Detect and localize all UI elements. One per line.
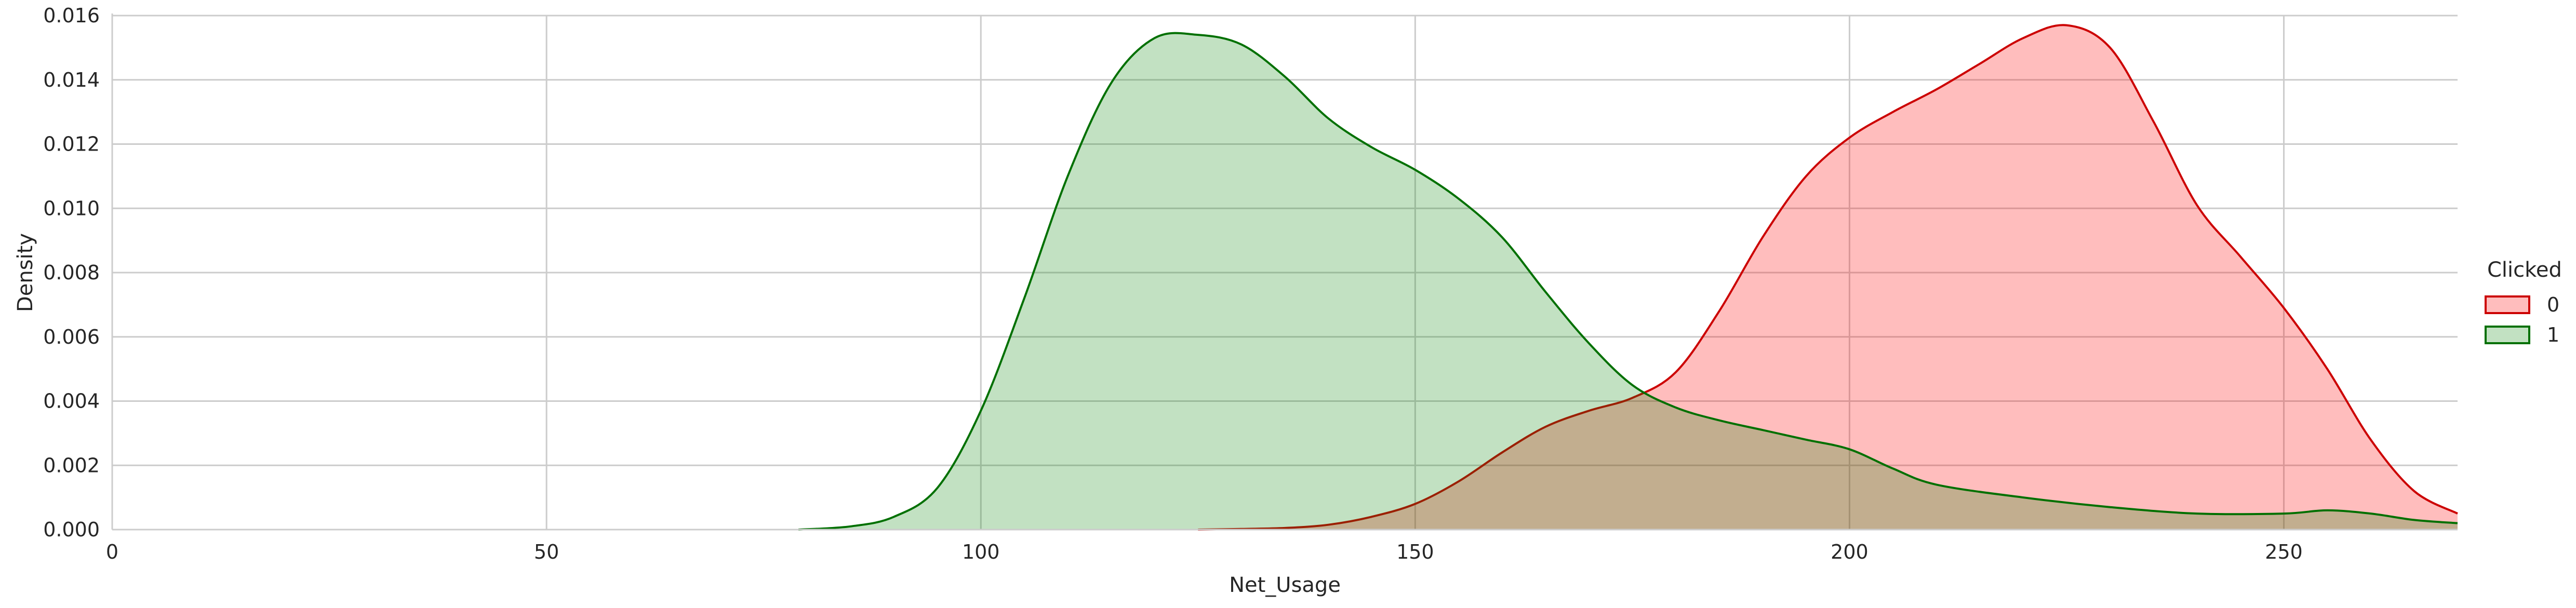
y-tick-label: 0.000	[43, 518, 100, 541]
density-area-clicked-1	[798, 33, 2458, 530]
series-layer	[798, 24, 2458, 531]
y-tick-label: 0.002	[43, 454, 100, 477]
x-axis-title: Net_Usage	[1229, 573, 1341, 597]
y-tick-label: 0.006	[43, 326, 100, 348]
x-tick-label: 200	[1831, 541, 1868, 563]
y-tick-label: 0.004	[43, 390, 100, 413]
density-line-clicked-0	[1198, 24, 2458, 531]
legend: Clicked 0 1	[2485, 258, 2562, 346]
y-axis-title: Density	[14, 233, 37, 312]
grid	[111, 15, 2458, 531]
y-tick-label: 0.008	[43, 261, 100, 284]
y-tick-label: 0.010	[43, 197, 100, 220]
legend-label-1: 1	[2547, 323, 2559, 346]
x-tick-label: 100	[962, 541, 1000, 563]
legend-title: Clicked	[2487, 258, 2562, 282]
x-tick-label: 150	[1396, 541, 1434, 563]
legend-label-0: 0	[2547, 293, 2559, 316]
x-tick-label: 0	[106, 541, 118, 563]
y-tick-label: 0.014	[43, 69, 100, 91]
y-tick-label: 0.016	[43, 4, 100, 27]
density-line-clicked-1	[798, 32, 2458, 531]
axes: 0.000 0.002 0.004 0.006 0.008 0.010 0.012 0.014…	[14, 4, 2458, 597]
y-tick-label: 0.012	[43, 133, 100, 156]
density-area-clicked-0	[1198, 25, 2458, 530]
x-tick-label: 250	[2265, 541, 2303, 563]
legend-swatch-1	[2485, 326, 2530, 344]
x-tick-label: 50	[534, 541, 559, 563]
legend-swatch-0	[2485, 295, 2530, 314]
